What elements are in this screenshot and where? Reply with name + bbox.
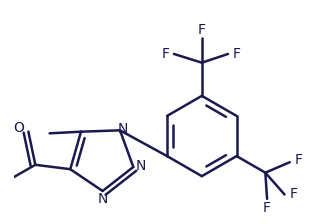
Text: O: O (13, 121, 24, 135)
Text: F: F (295, 153, 303, 168)
Text: F: F (198, 23, 206, 37)
Text: F: F (161, 47, 169, 61)
Text: N: N (136, 159, 146, 173)
Text: F: F (263, 200, 271, 215)
Text: N: N (117, 123, 128, 136)
Text: F: F (233, 47, 241, 61)
Text: N: N (97, 192, 108, 206)
Text: F: F (289, 187, 297, 202)
